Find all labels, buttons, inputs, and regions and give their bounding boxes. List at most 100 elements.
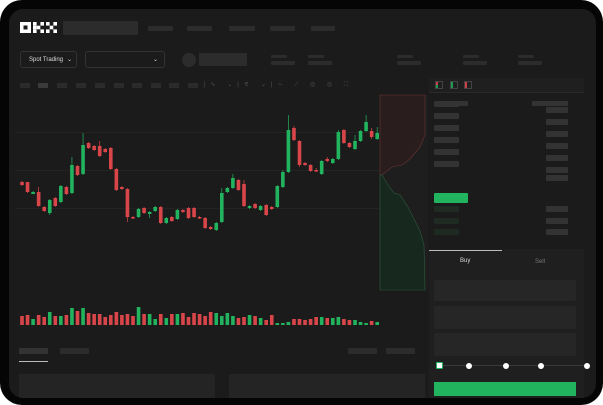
slider-mark[interactable] bbox=[584, 363, 590, 369]
candle bbox=[286, 130, 291, 172]
orderbook-price[interactable] bbox=[434, 137, 459, 143]
orderbook-price[interactable] bbox=[434, 161, 459, 167]
filter-button[interactable] bbox=[386, 348, 415, 354]
slider-mark[interactable] bbox=[503, 363, 509, 369]
candle bbox=[92, 146, 96, 150]
nav-item[interactable] bbox=[229, 26, 255, 31]
volume-bar bbox=[336, 317, 341, 325]
volume-bar bbox=[269, 315, 274, 325]
buy-submit-button[interactable] bbox=[434, 382, 576, 396]
candle bbox=[36, 192, 41, 206]
candle bbox=[231, 178, 235, 188]
candle bbox=[297, 141, 302, 165]
volume-bar bbox=[247, 315, 252, 325]
search-bar[interactable] bbox=[63, 21, 138, 35]
candle bbox=[353, 141, 357, 149]
orderbook-bids-icon[interactable] bbox=[450, 81, 458, 89]
timeframe-button[interactable] bbox=[95, 83, 105, 88]
candle bbox=[292, 128, 296, 140]
candle bbox=[70, 165, 74, 193]
tab-open-orders[interactable] bbox=[19, 348, 48, 354]
orders-panel bbox=[19, 374, 215, 398]
timeframe-button[interactable] bbox=[188, 83, 198, 88]
slider-mark[interactable] bbox=[466, 363, 472, 369]
candle bbox=[208, 227, 213, 229]
buy-tab-underline bbox=[429, 250, 502, 251]
nav-item[interactable] bbox=[270, 26, 295, 31]
price-input[interactable] bbox=[434, 280, 576, 301]
stat-value bbox=[397, 61, 421, 65]
orderbook-asks-icon[interactable] bbox=[464, 81, 472, 89]
volume-bar bbox=[242, 317, 246, 325]
volume-bar bbox=[125, 314, 130, 325]
candle bbox=[347, 143, 352, 147]
volume-bar bbox=[281, 323, 285, 325]
volume-bar bbox=[25, 315, 30, 325]
orderbook-price[interactable] bbox=[434, 113, 459, 119]
volume-bar bbox=[109, 315, 113, 325]
slider-mark[interactable] bbox=[538, 363, 544, 369]
orderbook-both-icon[interactable] bbox=[435, 81, 443, 89]
volume-bar bbox=[86, 313, 91, 325]
volume-bar bbox=[120, 315, 124, 325]
volume-bar bbox=[131, 316, 135, 325]
timeframe-button[interactable] bbox=[132, 83, 142, 88]
candle bbox=[375, 133, 379, 139]
volume-bar bbox=[314, 317, 318, 325]
candle bbox=[158, 207, 163, 223]
timeframe-button[interactable] bbox=[20, 83, 30, 88]
tab-order-history[interactable] bbox=[60, 348, 89, 354]
stat-label bbox=[518, 55, 534, 58]
orderbook-size bbox=[546, 131, 568, 137]
nav-item[interactable] bbox=[148, 26, 173, 31]
volume-bar bbox=[369, 321, 374, 325]
timeframe-button[interactable] bbox=[76, 83, 86, 88]
timeframe-button[interactable] bbox=[57, 83, 67, 88]
timeframe-button[interactable] bbox=[151, 83, 161, 88]
indicator-tools[interactable]: |∿ ⌄|⚟ ⌄|∼ ⟋ ◎ ◎ ⛶ bbox=[204, 82, 354, 88]
orderbook-price[interactable] bbox=[434, 101, 459, 107]
candle bbox=[64, 187, 69, 194]
candle bbox=[331, 159, 335, 163]
volume-bar bbox=[70, 308, 74, 325]
timeframe-button[interactable] bbox=[38, 83, 48, 88]
volume-bar bbox=[136, 307, 141, 325]
volume-bar bbox=[258, 318, 263, 325]
candle bbox=[175, 210, 180, 219]
amount-slider-handle[interactable] bbox=[436, 362, 443, 369]
candle bbox=[186, 208, 191, 218]
pair-selector-dropdown[interactable]: ⌄ bbox=[85, 51, 165, 68]
candle bbox=[269, 207, 274, 209]
candle bbox=[181, 210, 185, 212]
candle bbox=[114, 169, 119, 190]
orderbook-price[interactable] bbox=[434, 206, 459, 212]
volume-bar bbox=[92, 314, 96, 325]
amount-input[interactable] bbox=[434, 306, 576, 329]
candlestick-chart[interactable] bbox=[9, 9, 596, 398]
market-selector-button[interactable]: Spot Trading ⌄ bbox=[20, 51, 77, 68]
nav-item[interactable] bbox=[311, 26, 335, 31]
orderbook-price[interactable] bbox=[434, 218, 459, 224]
orderbook-price[interactable] bbox=[434, 149, 459, 155]
volume-bar bbox=[275, 323, 280, 325]
stat-label bbox=[397, 55, 413, 58]
volume-bar bbox=[97, 314, 102, 325]
nav-item[interactable] bbox=[187, 26, 212, 31]
volume-bar bbox=[31, 319, 35, 325]
volume-bar bbox=[153, 319, 157, 325]
candle bbox=[59, 186, 63, 202]
amount-slider-track[interactable] bbox=[439, 365, 587, 366]
volume-bar bbox=[142, 314, 146, 325]
last-price-badge bbox=[434, 193, 468, 203]
orderbook-price[interactable] bbox=[434, 125, 459, 131]
filter-button[interactable] bbox=[348, 348, 377, 354]
total-input[interactable] bbox=[434, 333, 576, 356]
tab-sell[interactable]: Sell bbox=[535, 259, 546, 265]
volume-bar bbox=[164, 318, 169, 325]
tab-buy[interactable]: Buy bbox=[460, 258, 471, 264]
volume-bar bbox=[342, 319, 346, 325]
timeframe-button[interactable] bbox=[169, 83, 179, 88]
stat-value bbox=[308, 61, 332, 65]
orderbook-price[interactable] bbox=[434, 229, 459, 235]
timeframe-button[interactable] bbox=[114, 83, 124, 88]
